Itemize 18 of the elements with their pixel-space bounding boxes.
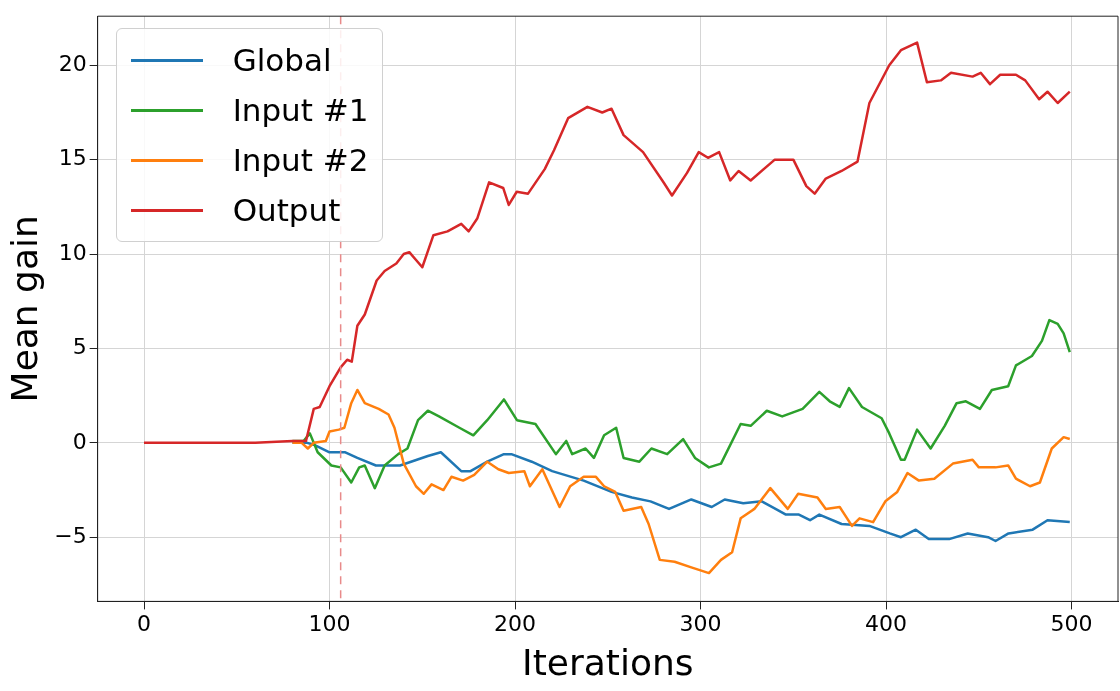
x-tick-label: 500 [1050, 611, 1093, 637]
legend-label: Input #1 [232, 92, 369, 129]
y-tick-label: 0 [72, 428, 87, 454]
y-tick-label: 20 [58, 51, 87, 76]
legend-label: Input #2 [232, 142, 369, 179]
legend-label: Global [232, 42, 332, 79]
y-axis-title: Mean gain [3, 215, 45, 403]
x-tick-label: 200 [494, 611, 537, 637]
legend-label: Output [232, 192, 341, 229]
y-tick-label: 15 [58, 145, 87, 171]
x-tick-label: 400 [865, 611, 908, 637]
y-tick-label: 5 [72, 334, 87, 360]
x-axis-title: Iterations [522, 641, 694, 683]
y-tick-label: −5 [54, 522, 87, 548]
x-tick-label: 100 [308, 611, 351, 637]
y-tick-label: 10 [58, 239, 87, 265]
x-tick-label: 300 [679, 611, 722, 637]
x-tick-label: 0 [137, 611, 152, 637]
